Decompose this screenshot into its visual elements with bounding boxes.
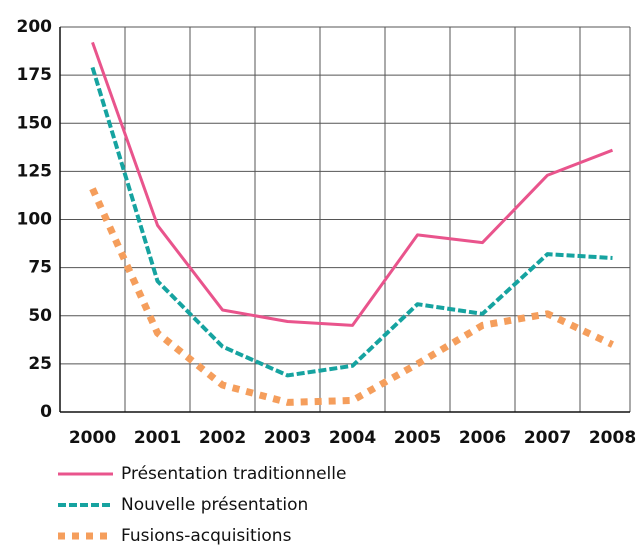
x-tick-label: 2003 (264, 428, 311, 448)
y-tick-label: 25 (28, 354, 52, 374)
series-line (90, 66, 613, 378)
legend-label: Fusions-acquisitions (121, 526, 292, 546)
y-tick-label: 100 (17, 210, 53, 230)
x-tick-label: 2008 (589, 428, 636, 448)
series-line (91, 41, 614, 327)
x-tick-label: 2002 (199, 428, 246, 448)
y-tick-label: 175 (17, 65, 53, 85)
x-tick-label: 2000 (69, 428, 116, 448)
y-tick-label: 50 (28, 306, 52, 326)
x-tick-label: 2001 (134, 428, 181, 448)
y-tick-label: 75 (28, 258, 52, 278)
series-line (89, 187, 614, 406)
legend-label: Présentation traditionnelle (121, 464, 346, 484)
x-tick-label: 2005 (394, 428, 441, 448)
y-tick-label: 125 (17, 161, 53, 181)
y-tick-label: 0 (40, 402, 52, 422)
y-tick-label: 200 (17, 17, 53, 37)
y-tick-label: 150 (17, 113, 53, 133)
legend-label: Nouvelle présentation (121, 495, 308, 515)
x-tick-label: 2004 (329, 428, 376, 448)
x-tick-label: 2006 (459, 428, 506, 448)
x-tick-label: 2007 (524, 428, 571, 448)
